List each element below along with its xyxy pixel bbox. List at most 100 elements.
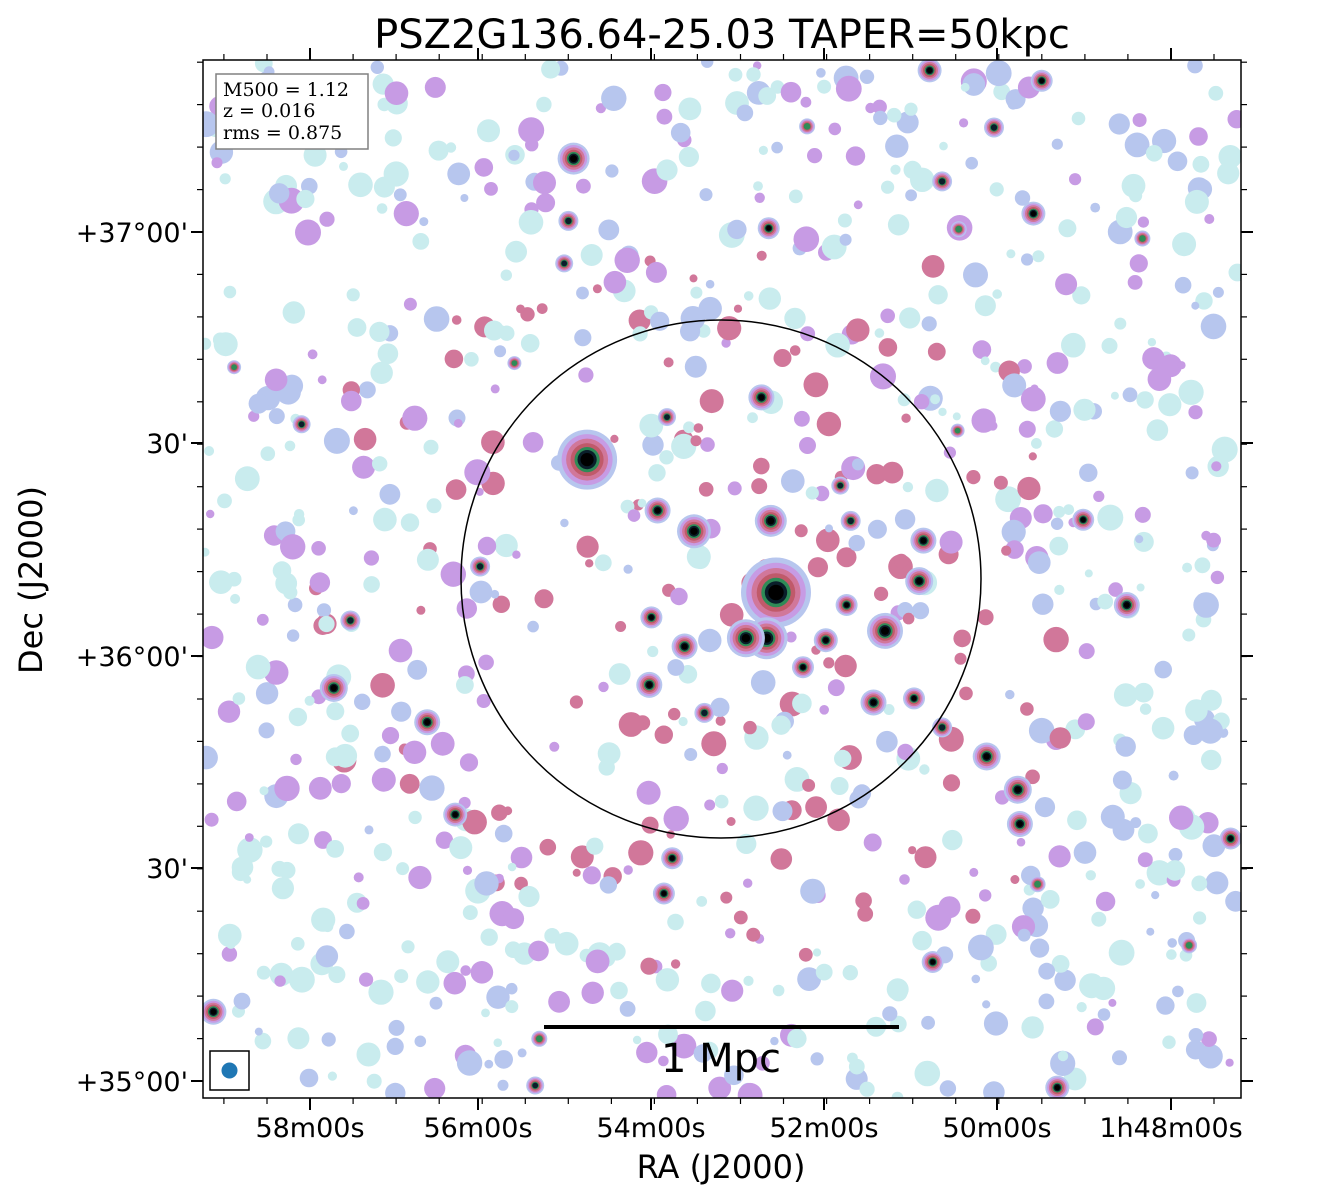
noise-patch: [972, 411, 986, 426]
noise-patch: [1050, 517, 1064, 530]
noise-patch: [598, 759, 615, 776]
noise-patch: [1225, 890, 1241, 912]
noise-patch: [486, 985, 510, 1009]
noise-patch: [1210, 570, 1225, 585]
noise-patch: [894, 509, 916, 530]
noise-patch: [419, 775, 445, 801]
noise-patch: [815, 963, 833, 981]
noise-patch: [341, 724, 360, 743]
noise-patch: [426, 498, 442, 514]
noise-patch: [444, 349, 464, 369]
noise-patch: [274, 975, 286, 987]
noise-patch: [299, 1068, 319, 1088]
noise-patch: [1129, 254, 1148, 273]
noise-patch: [715, 715, 726, 726]
noise-patch: [942, 829, 963, 851]
noise-patch: [586, 837, 604, 855]
radio-source: [347, 617, 354, 624]
noise-patch: [385, 1082, 406, 1098]
noise-patch: [1021, 1016, 1044, 1039]
noise-patch: [1191, 301, 1200, 310]
noise-patch: [968, 934, 994, 961]
noise-patch: [758, 145, 769, 155]
noise-patch: [1108, 113, 1130, 135]
x-tick-labels: 58m00s 56m00s 54m00s 52m00s 50m00s 1h48m…: [255, 1113, 1242, 1144]
noise-patch: [842, 965, 858, 981]
info-m500: M500 = 1.12: [223, 79, 349, 101]
noise-patch: [400, 513, 420, 532]
noise-patch: [1193, 592, 1219, 618]
noise-patch: [1084, 569, 1093, 578]
radio-source: [954, 427, 961, 434]
noise-patch: [632, 326, 648, 342]
radio-source: [844, 602, 849, 608]
noise-patch: [1200, 313, 1227, 340]
noise-patch: [203, 745, 218, 770]
noise-patch: [910, 167, 935, 192]
noise-patch: [1078, 643, 1095, 660]
noise-patch: [481, 430, 505, 455]
radio-source: [690, 527, 698, 535]
noise-patch: [1054, 584, 1065, 596]
noise-patch: [953, 629, 971, 648]
noise-patch: [1137, 216, 1149, 228]
noise-patch: [623, 564, 633, 574]
radio-source: [955, 225, 963, 233]
noise-patch: [321, 1032, 336, 1047]
noise-patch: [1192, 155, 1210, 173]
noise-patch: [384, 129, 402, 147]
noise-patch: [206, 509, 215, 519]
noise-patch: [705, 279, 715, 289]
radio-source: [580, 453, 594, 467]
noise-patch: [354, 693, 371, 710]
noise-patch: [772, 801, 793, 822]
noise-patch: [402, 740, 427, 764]
noise-patch: [1057, 1050, 1069, 1062]
noise-patch: [700, 437, 715, 452]
noise-patch: [484, 320, 504, 341]
noise-patch: [469, 580, 493, 604]
noise-patch: [896, 111, 919, 134]
noise-patch: [1151, 891, 1160, 900]
noise-patch: [886, 107, 902, 123]
noise-patch: [627, 509, 641, 522]
noise-patch: [580, 244, 603, 266]
noise-patch: [930, 394, 941, 405]
noise-patch: [585, 949, 610, 974]
noise-patch: [1071, 111, 1086, 126]
noise-patch: [640, 957, 658, 975]
noise-patch: [269, 183, 290, 204]
noise-patch: [678, 97, 702, 121]
radio-source: [1030, 211, 1036, 217]
noise-patch: [693, 1044, 712, 1063]
noise-patch: [873, 110, 888, 126]
noise-patch: [368, 979, 394, 1005]
noise-patch: [237, 837, 263, 863]
noise-patch: [667, 913, 684, 931]
noise-patch: [1132, 113, 1147, 128]
noise-patch: [1072, 286, 1091, 305]
noise-patch: [889, 983, 908, 1002]
tick-marks: [191, 48, 1253, 1110]
noise-patch: [720, 891, 733, 904]
noise-patch: [1032, 593, 1054, 615]
noise-patch: [1193, 911, 1207, 925]
radio-source: [330, 684, 337, 692]
noise-patch: [1124, 132, 1150, 158]
noise-patch: [637, 498, 647, 508]
noise-patch: [654, 725, 673, 744]
noise-patch: [800, 878, 826, 904]
noise-patch: [213, 332, 238, 357]
noise-patch: [1020, 702, 1034, 716]
noise-patch: [784, 307, 806, 330]
noise-patch: [853, 200, 863, 210]
noise-patch: [666, 830, 675, 839]
noise-patch: [647, 645, 659, 658]
noise-patch: [1021, 253, 1034, 266]
noise-patch: [799, 437, 816, 454]
noise-patch: [605, 164, 619, 178]
noise-patch: [636, 780, 661, 805]
noise-patch: [599, 876, 618, 894]
noise-patch: [659, 450, 674, 465]
noise-patch: [204, 812, 219, 827]
